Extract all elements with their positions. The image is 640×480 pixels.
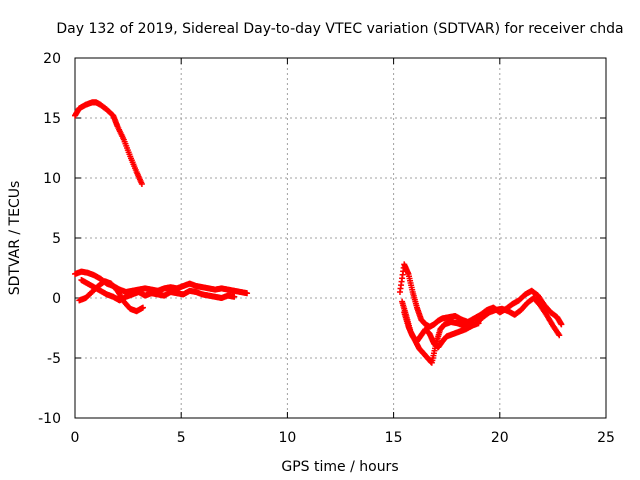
y-axis-label: SDTVAR / TECUs <box>7 181 23 296</box>
series-segment-7 <box>401 309 482 351</box>
data-point <box>558 321 565 328</box>
data-point <box>555 331 562 337</box>
grid-lines <box>75 58 606 418</box>
data-point <box>244 290 251 297</box>
data-point <box>556 332 563 339</box>
y-tick-label: -10 <box>38 411 61 427</box>
data-point <box>139 304 146 311</box>
y-tick-label: 5 <box>52 231 61 247</box>
data-points <box>72 99 565 366</box>
y-tick-label: 0 <box>52 291 61 307</box>
data-point <box>231 293 238 300</box>
x-tick-label: 0 <box>71 430 80 446</box>
data-point <box>138 181 145 187</box>
x-tick-label: 5 <box>177 430 186 446</box>
x-tick-label: 10 <box>278 430 296 446</box>
series-segment-4 <box>76 278 146 315</box>
x-axis-label: GPS time / hours <box>281 459 398 475</box>
y-tick-label: 15 <box>43 111 61 127</box>
series-segment-1 <box>72 99 145 187</box>
y-tick-label: 10 <box>43 171 61 187</box>
data-point <box>475 320 482 327</box>
y-tick-label: -5 <box>47 351 61 367</box>
chart-title: Day 132 of 2019, Sidereal Day-to-day VTE… <box>56 21 623 37</box>
x-tick-label: 25 <box>597 430 615 446</box>
x-tick-label: 15 <box>385 430 403 446</box>
axis-ticks: 0 5 10 15 20 25 -10 -5 0 5 10 15 20 <box>38 51 615 446</box>
x-tick-label: 20 <box>491 430 509 446</box>
y-tick-label: 20 <box>43 51 61 67</box>
